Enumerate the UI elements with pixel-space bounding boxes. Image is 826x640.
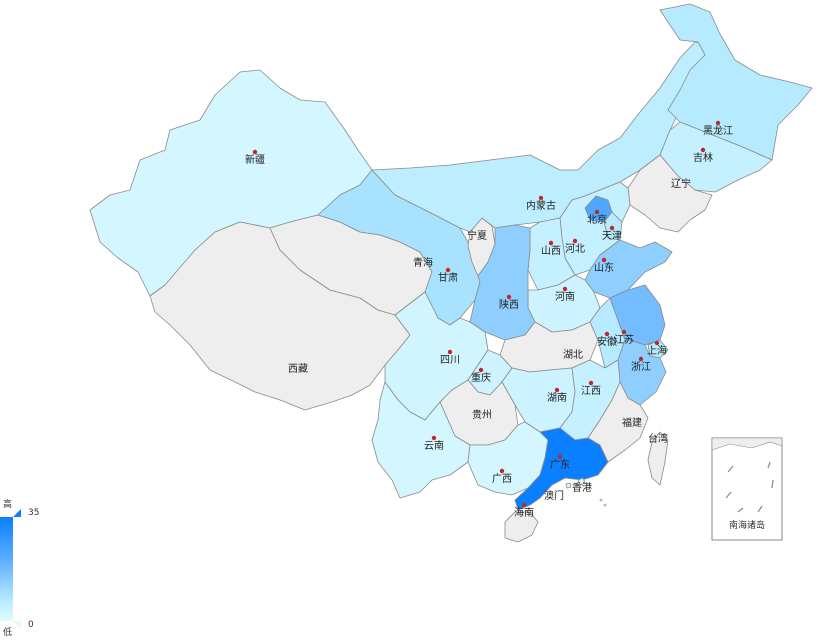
region-marker [572, 238, 578, 244]
region-marker [252, 149, 258, 155]
region-label: 青海 [413, 256, 433, 269]
region-liaoning[interactable] [627, 154, 713, 233]
region-label: 湖南 [547, 391, 567, 404]
region-taiwan[interactable] [647, 431, 669, 486]
region-label: 宁夏 [467, 229, 487, 242]
islands [599, 498, 607, 507]
region-yunnan[interactable] [371, 381, 471, 499]
region-label: 安徽 [597, 335, 617, 348]
region-marker [609, 225, 615, 231]
region-label: 天津 [602, 230, 622, 242]
region-label: 江西 [581, 385, 601, 397]
region-label: 江苏 [614, 333, 634, 346]
region-marker [604, 331, 610, 337]
region-marker [554, 387, 560, 393]
visual-map-legend[interactable]: 高 35 0 低 [0, 498, 60, 638]
region-label: 重庆 [471, 371, 491, 384]
region-marker [594, 209, 600, 215]
region-label: 上海 [647, 344, 667, 357]
region-label: 湖北 [563, 349, 583, 361]
region-label: 山东 [594, 261, 614, 274]
region-marker [499, 468, 505, 474]
region-label: 吉林 [693, 151, 713, 164]
region-marker [445, 267, 451, 273]
region-label: 澳门 [544, 489, 564, 502]
region-fujian[interactable] [587, 381, 649, 463]
region-label: 辽宁 [671, 177, 691, 190]
region-label: 贵州 [472, 408, 492, 421]
region-label: 新疆 [245, 153, 265, 166]
region-marker [638, 356, 644, 362]
region-label: 山西 [541, 245, 561, 257]
region-marker [431, 435, 437, 441]
region-marker [538, 195, 544, 201]
legend-gradient-bar[interactable] [0, 517, 13, 621]
legend-min-value: 0 [28, 620, 34, 630]
region-marker [562, 286, 568, 292]
region-hebei[interactable] [559, 181, 631, 276]
region-label: 黑龙江 [703, 124, 733, 137]
region-label: 广西 [492, 473, 512, 485]
region-label: 海南 [514, 506, 534, 519]
region-label: 甘肃 [438, 271, 458, 284]
legend-high-label: 高 [3, 500, 13, 510]
region-hainan[interactable] [504, 511, 539, 543]
region-label: 西藏 [288, 363, 308, 375]
region-label: 广东 [550, 458, 570, 471]
region-label: 台湾 [648, 432, 668, 445]
region-label: 云南 [424, 439, 444, 452]
region-marker [521, 502, 527, 508]
legend-max-value: 35 [28, 508, 40, 518]
region-macau[interactable] [565, 482, 572, 489]
region-marker [601, 257, 607, 263]
region-marker [700, 147, 706, 153]
region-marker [654, 340, 660, 346]
region-shanghai[interactable] [647, 339, 669, 359]
region-label: 内蒙古 [526, 199, 556, 212]
legend-min-handle[interactable] [13, 621, 21, 629]
region-inner-mongolia[interactable] [371, 41, 721, 233]
region-label: 香港 [572, 482, 592, 494]
legend-max-handle[interactable] [13, 509, 21, 517]
region-label: 河北 [565, 243, 585, 255]
region-marker [557, 454, 563, 460]
region-marker [715, 120, 721, 126]
region-label: 四川 [440, 355, 460, 366]
region-marker [478, 367, 484, 373]
inset-label: 南海诸岛 [729, 519, 765, 531]
region-marker [588, 380, 594, 386]
region-label: 北京 [587, 213, 607, 226]
region-marker [506, 294, 512, 300]
region-label: 福建 [622, 416, 642, 429]
region-label: 河南 [555, 290, 575, 303]
region-marker [447, 349, 453, 355]
region-marker [548, 240, 554, 246]
south-china-sea-inset: 南海诸岛 [711, 437, 783, 541]
region-label: 浙江 [631, 361, 651, 373]
legend-low-label: 低 [3, 628, 13, 638]
region-hongkong[interactable] [577, 477, 586, 486]
region-label: 陕西 [499, 298, 519, 311]
region-marker [621, 329, 627, 335]
